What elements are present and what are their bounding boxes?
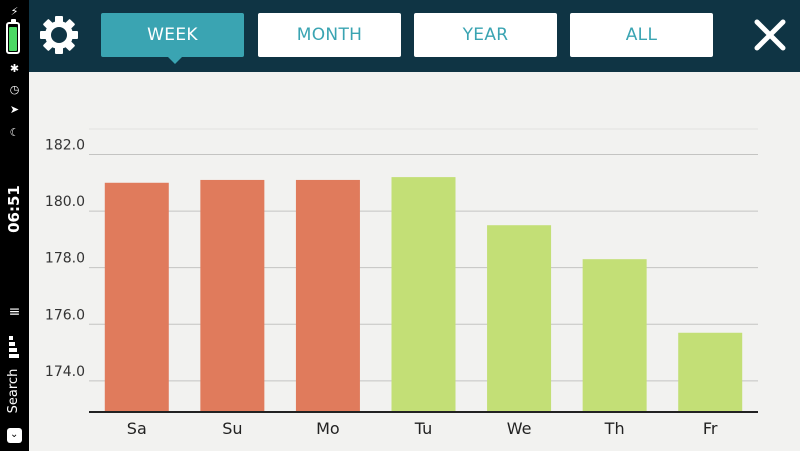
y-tick-label: 178.0 [45, 251, 85, 267]
chevron-down-icon[interactable]: ⌄ [7, 428, 22, 443]
x-tick-label: Su [222, 419, 242, 438]
bar-fr [678, 332, 743, 412]
status-bar: ⚡ ✱ ◷ ➤ ☾ 06:51 ≡ Search ⌄ [0, 0, 29, 451]
bar-tu [391, 177, 456, 412]
bar-su [200, 179, 265, 412]
tab-month[interactable]: MONTH [258, 13, 401, 57]
x-tick-label: We [507, 419, 532, 438]
y-tick-label: 180.0 [45, 194, 85, 210]
close-icon[interactable] [753, 18, 787, 52]
tab-all[interactable]: ALL [570, 13, 713, 57]
x-tick-label: Th [604, 419, 625, 438]
alarm-icon: ◷ [9, 83, 20, 96]
x-tick-label: Fr [703, 419, 718, 438]
weight-chart: 174.0 176.0 178.0 180.0 182.0 Sa Su Mo Tu We Th Fr [29, 72, 800, 451]
signal-icon [9, 336, 19, 358]
bar-sa [104, 182, 169, 412]
wifi-icon: ≡ [8, 304, 21, 320]
location-icon: ➤ [9, 103, 20, 116]
x-tick-label: Sa [127, 419, 147, 438]
bluetooth-icon: ✱ [9, 62, 20, 75]
tab-week[interactable]: WEEK [101, 13, 244, 57]
bar-we [487, 225, 552, 412]
battery-icon [6, 19, 20, 54]
gear-icon[interactable] [39, 15, 79, 55]
y-tick-label: 182.0 [45, 137, 85, 153]
back-to-app-label[interactable]: Search [6, 368, 21, 414]
bar-th [582, 259, 647, 412]
x-tick-label: Tu [414, 419, 432, 438]
tab-year[interactable]: YEAR [414, 13, 557, 57]
moon-icon: ☾ [9, 126, 20, 139]
top-bar: WEEK MONTH YEAR ALL [29, 0, 800, 72]
status-time: 06:51 [5, 185, 23, 233]
x-tick-label: Mo [316, 419, 340, 438]
bar-mo [295, 179, 360, 412]
charging-icon: ⚡ [10, 5, 19, 18]
y-tick-label: 174.0 [45, 364, 85, 380]
active-tab-pointer [168, 57, 182, 64]
y-tick-label: 176.0 [45, 307, 85, 323]
bar-chart: 174.0 176.0 178.0 180.0 182.0 Sa Su Mo Tu We Th Fr [45, 128, 758, 438]
